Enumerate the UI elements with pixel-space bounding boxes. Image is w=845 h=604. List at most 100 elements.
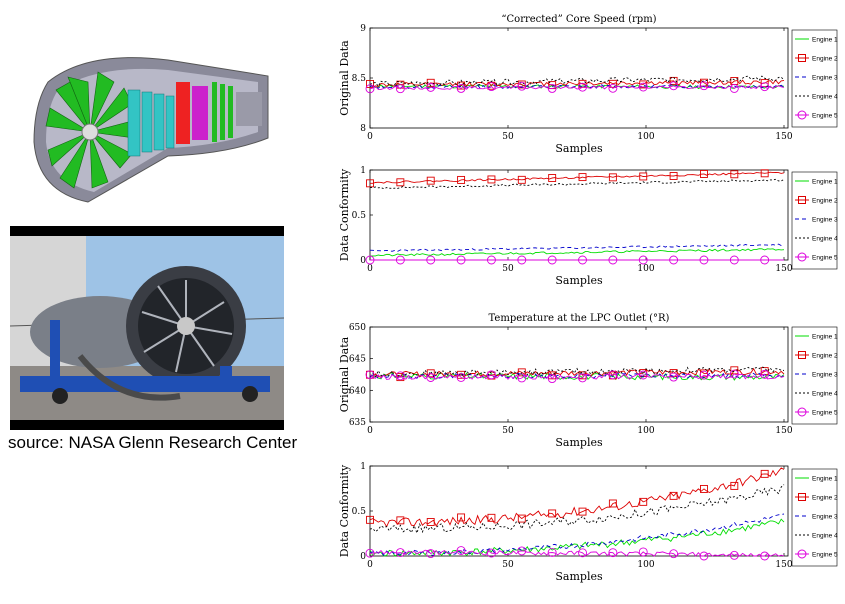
legend-marker [798, 54, 806, 62]
series-marker-engine-5 [517, 81, 527, 91]
legend-label-engine-2: Engine 2 [812, 198, 838, 205]
series-marker-engine-2 [517, 175, 526, 184]
x-tick-label: 150 [775, 132, 792, 142]
series-marker-engine-2 [608, 173, 617, 182]
y-tick-label: 635 [349, 418, 366, 428]
legend-label-engine-2: Engine 2 [812, 56, 838, 63]
x-tick-label: 150 [775, 426, 792, 436]
plot-area [369, 169, 789, 261]
x-axis-label: Samples [555, 570, 603, 583]
legend-label-engine-4: Engine 4 [812, 391, 838, 398]
series-marker-engine-5 [578, 82, 587, 92]
series-marker-engine-5 [426, 373, 436, 382]
turbofan-cutaway-illustration [28, 42, 274, 208]
series-marker-engine-5 [547, 374, 557, 383]
series-marker-engine-5 [608, 370, 618, 380]
y-tick-label: 8 [360, 124, 366, 134]
x-tick-label: 50 [502, 132, 514, 142]
series-line-engine-4 [369, 484, 785, 535]
legend: Engine 1 Engine 2 Engine 3 Engine 4 Engine 5 [791, 171, 838, 270]
series-marker-engine-5 [699, 551, 709, 561]
series-marker-engine-5 [365, 370, 375, 380]
series-line-engine-3 [369, 513, 785, 557]
series-marker-engine-5 [729, 550, 739, 560]
series-marker-engine-5 [426, 549, 436, 559]
series-line-engine-3 [369, 372, 785, 380]
series-marker-engine-2 [457, 513, 466, 522]
series-marker-engine-5 [547, 83, 557, 93]
y-tick-label: 0.5 [352, 507, 367, 517]
series-marker-engine-5 [456, 546, 466, 555]
x-tick-label: 0 [367, 560, 373, 570]
series-line-engine-2 [369, 467, 785, 528]
series-marker-engine-5 [608, 548, 618, 558]
y-tick-label: 1 [360, 166, 366, 176]
series-marker-engine-2 [639, 172, 648, 181]
series-marker-engine-5 [760, 369, 770, 379]
series-line-engine-4 [369, 366, 785, 378]
series-marker-engine-5 [395, 84, 405, 94]
series-line-engine-5 [369, 373, 785, 380]
y-axis-label: Data Conformity [338, 168, 351, 261]
x-tick-label: 100 [637, 264, 654, 274]
chart-panel-3: Temperature at the LPC Outlet (°R) 0 50 100… [338, 313, 838, 449]
series-marker-engine-5 [517, 255, 527, 265]
chart-panel-4: 0 50 100 150 0 0.5 1 Samples Data Conformity Engi… [338, 462, 838, 583]
legend-label-engine-5: Engine 5 [812, 552, 838, 559]
series-line-engine-1 [370, 248, 785, 257]
series-marker-engine-2 [548, 509, 557, 518]
legend-marker [797, 252, 807, 262]
series-marker-engine-2 [396, 516, 405, 525]
x-tick-label: 50 [502, 426, 514, 436]
chart-panel-1: “Corrected” Core Speed (rpm) 0 50 100 150 8 8.… [338, 14, 838, 155]
y-tick-label: 650 [349, 323, 366, 333]
series-marker-engine-5 [517, 373, 527, 383]
series-marker-engine-5 [426, 82, 436, 92]
legend-label-engine-4: Engine 4 [812, 236, 838, 243]
series-line-engine-5 [369, 549, 785, 557]
y-tick-label: 0.5 [352, 211, 367, 221]
series-marker-engine-2 [426, 369, 435, 378]
y-tick-label: 8.5 [352, 74, 367, 84]
series-marker-engine-5 [760, 255, 770, 265]
series-line-engine-5 [369, 85, 785, 90]
series-marker-engine-2 [396, 178, 405, 187]
series-marker-engine-5 [638, 370, 648, 380]
series-marker-engine-5 [578, 255, 587, 265]
series-marker-engine-5 [486, 548, 496, 558]
series-marker-engine-5 [395, 255, 405, 265]
series-marker-engine-2 [578, 507, 587, 516]
legend-label-engine-5: Engine 5 [812, 410, 838, 417]
series-marker-engine-5 [699, 255, 709, 265]
legend-label-engine-3: Engine 3 [812, 75, 838, 82]
legend-label-engine-2: Engine 2 [812, 353, 838, 360]
series-marker-engine-2 [669, 491, 678, 500]
series-marker-engine-5 [608, 83, 618, 93]
series-marker-engine-5 [638, 82, 648, 92]
x-tick-label: 50 [502, 560, 514, 570]
legend-label-engine-3: Engine 3 [812, 217, 838, 224]
y-axis-label: Original Data [338, 336, 351, 412]
series-marker-engine-5 [486, 370, 496, 380]
y-tick-label: 0 [360, 552, 366, 562]
series-marker-engine-5 [578, 548, 587, 558]
chart-title: “Corrected” Core Speed (rpm) [501, 14, 656, 25]
series-marker-engine-2 [426, 176, 435, 185]
image-source-caption: source: NASA Glenn Research Center [8, 433, 298, 452]
series-marker-engine-5 [669, 549, 679, 559]
series-marker-engine-5 [669, 255, 679, 265]
legend: Engine 1 Engine 2 Engine 3 Engine 4 Engine 5 [791, 29, 838, 128]
series-line-engine-2 [370, 171, 785, 184]
legend-marker [798, 351, 806, 359]
x-tick-label: 150 [775, 264, 792, 274]
y-axis-label: Data Conformity [338, 464, 351, 557]
legend-box [791, 326, 838, 425]
legend-label-engine-5: Engine 5 [812, 113, 838, 120]
legend-label-engine-4: Engine 4 [812, 94, 838, 101]
series-marker-engine-5 [760, 551, 770, 561]
series-line-engine-1 [369, 518, 785, 557]
legend-box [791, 171, 838, 270]
legend-label-engine-1: Engine 1 [812, 476, 838, 483]
series-marker-engine-5 [486, 82, 496, 91]
